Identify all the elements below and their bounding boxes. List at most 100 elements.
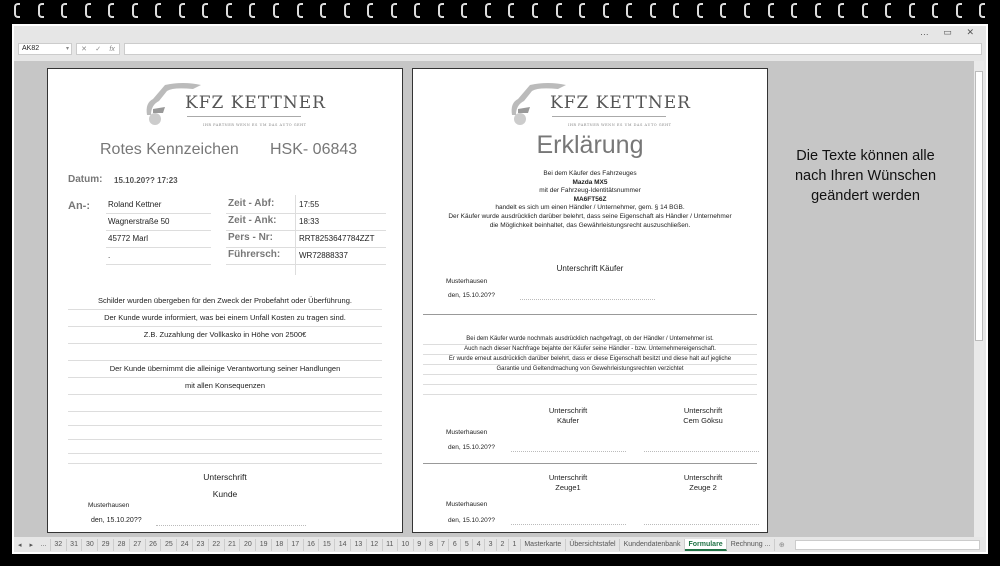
sheet-tab-26[interactable]: 7 — [438, 539, 450, 551]
spiral-ring — [84, 3, 91, 18]
sheet-tab-10[interactable]: 23 — [193, 539, 209, 551]
confirm-icon[interactable]: ✓ — [95, 46, 102, 53]
sheet-tab-9[interactable]: 24 — [177, 539, 194, 551]
sheet-tab-23[interactable]: 10 — [398, 539, 414, 551]
spiral-ring — [437, 3, 444, 18]
ribbon-options-icon[interactable]: … — [919, 27, 935, 37]
spiral-ring — [720, 3, 727, 18]
an-label: An-: — [68, 200, 90, 212]
sheet-tab-bar: ◂ ▸ ... 32 31 30 29 28 27 26 25 24 23 22 21 20 19 18 17 1… — [14, 538, 986, 552]
logo-slogan: IHR PARTNER WENN ES UM DAS AUTO GEHT — [568, 123, 672, 127]
sheet-tab-35[interactable]: Kundendatenbank — [620, 539, 685, 551]
function-icon[interactable]: fx — [109, 45, 115, 53]
sheet-tab-30[interactable]: 3 — [485, 539, 498, 551]
signature-line — [520, 299, 655, 300]
spiral-ring — [249, 3, 256, 18]
sheet-tab-20[interactable]: 13 — [351, 539, 367, 551]
logo-line — [552, 116, 666, 117]
sheet-tab-2[interactable]: 31 — [67, 539, 83, 551]
name-box[interactable]: AK82 ▾ — [18, 43, 72, 55]
row-line — [68, 377, 382, 378]
sheet-tab-28[interactable]: 5 — [461, 539, 474, 551]
cancel-icon[interactable]: ✕ — [81, 46, 87, 53]
sheet-tab-11[interactable]: 22 — [209, 539, 225, 551]
sheet-tab-3[interactable]: 30 — [82, 539, 99, 551]
sheet-tab-4[interactable]: 29 — [98, 539, 115, 551]
row-line — [68, 439, 382, 440]
spiral-ring — [602, 3, 609, 18]
row-line — [423, 374, 757, 375]
spiral-ring — [885, 3, 892, 18]
body-text: mit allen Konsequenzen — [184, 381, 266, 390]
sheet-tab-7[interactable]: 26 — [146, 539, 162, 551]
sheet-tab-12[interactable]: 21 — [225, 539, 241, 551]
field-label: Führersch: — [228, 249, 281, 260]
sheet-tab-0[interactable]: ... — [37, 539, 51, 551]
signature-zeuge2-label: Zeuge 2 — [689, 483, 717, 492]
address-line: . — [108, 251, 111, 260]
row-line — [423, 344, 757, 345]
page-erklaerung: KFZ KETTNER IHR PARTNER WENN ES UM DAS A… — [412, 68, 768, 533]
sheet-tab-22[interactable]: 11 — [383, 539, 398, 551]
sheet-tab-8[interactable]: 25 — [161, 539, 178, 551]
field-label: Zeit - Ank: — [228, 215, 277, 226]
scroll-thumb[interactable] — [975, 71, 983, 341]
sheet-tab-15[interactable]: 18 — [272, 539, 288, 551]
address-line: 45772 Marl — [108, 234, 149, 243]
formula-buttons: ✕ ✓ fx — [76, 43, 120, 55]
window-controls[interactable]: … ▭ ✕ — [920, 27, 980, 38]
signature-seller-label: Cem Göksu — [683, 416, 723, 425]
sheet-tab-25[interactable]: 8 — [426, 539, 438, 551]
divider — [423, 463, 757, 464]
sheet-tab-31[interactable]: 2 — [497, 539, 509, 551]
close-icon[interactable]: ✕ — [966, 27, 980, 37]
row-line — [226, 230, 386, 231]
row-line — [423, 384, 757, 385]
spiral-ring — [791, 3, 798, 18]
sheet-tab-29[interactable]: 4 — [473, 539, 486, 551]
sheet-tab-32[interactable]: 1 — [509, 539, 521, 551]
formula-input[interactable] — [124, 43, 982, 55]
add-sheet-icon[interactable]: ⊕ — [778, 542, 785, 549]
sheet-tab-16[interactable]: 17 — [288, 539, 304, 551]
tab-prev-icon[interactable]: ◂ — [18, 542, 22, 549]
restore-icon[interactable]: ▭ — [943, 27, 958, 37]
sheet-tab-13[interactable]: 20 — [240, 539, 257, 551]
signature-line — [511, 524, 626, 525]
horizontal-scrollbar[interactable] — [794, 540, 980, 550]
chevron-down-icon[interactable]: ▾ — [65, 46, 69, 52]
sheet-tab-33[interactable]: Masterkarte — [521, 539, 566, 551]
intro-line: MA6FT56Z — [573, 195, 607, 203]
sheet-tab-27[interactable]: 6 — [449, 539, 462, 551]
side-note-line: Die Texte können alle — [796, 148, 935, 164]
sheet-tab-34[interactable]: Übersichtstafel — [566, 539, 621, 551]
sheet-tab-19[interactable]: 14 — [335, 539, 352, 551]
sheet-tab-5[interactable]: 28 — [114, 539, 130, 551]
row-line — [106, 230, 211, 231]
spiral-ring — [814, 3, 821, 18]
sheet-tab-17[interactable]: 16 — [304, 539, 320, 551]
signature-label: Unterschrift — [203, 472, 247, 482]
field-value: 17:55 — [299, 200, 320, 209]
intro-line: Der Käufer wurde ausdrücklich darüber be… — [448, 212, 732, 220]
car-logo-icon — [511, 83, 566, 125]
sheet-tab-37[interactable]: Rechnung ... — [727, 539, 775, 551]
row-line — [423, 354, 757, 355]
signature-label: Unterschrift — [683, 406, 723, 415]
row-line — [226, 247, 386, 248]
sheet-area[interactable]: KFZ KETTNER IHR PARTNER WENN ES UM DAS A… — [14, 61, 974, 537]
sheet-tab-21[interactable]: 12 — [367, 539, 383, 551]
sheet-tab-6[interactable]: 27 — [130, 539, 146, 551]
sheet-tab-14[interactable]: 19 — [256, 539, 273, 551]
sheet-tab-1[interactable]: 32 — [51, 539, 67, 551]
vertical-scrollbar[interactable] — [974, 61, 984, 537]
spiral-ring — [343, 3, 350, 18]
sheet-tab-18[interactable]: 15 — [319, 539, 336, 551]
sheet-tab-36[interactable]: Formulare — [684, 539, 728, 551]
sheet-tab-24[interactable]: 9 — [414, 539, 426, 551]
tab-next-icon[interactable]: ▸ — [29, 542, 34, 549]
intro-line: die Möglichkeit beinhaltet, das Gewährle… — [489, 221, 691, 229]
row-line — [68, 425, 382, 426]
spiral-ring — [673, 3, 680, 18]
page-rotes-kennzeichen: KFZ KETTNER IHR PARTNER WENN ES UM DAS A… — [47, 68, 403, 533]
